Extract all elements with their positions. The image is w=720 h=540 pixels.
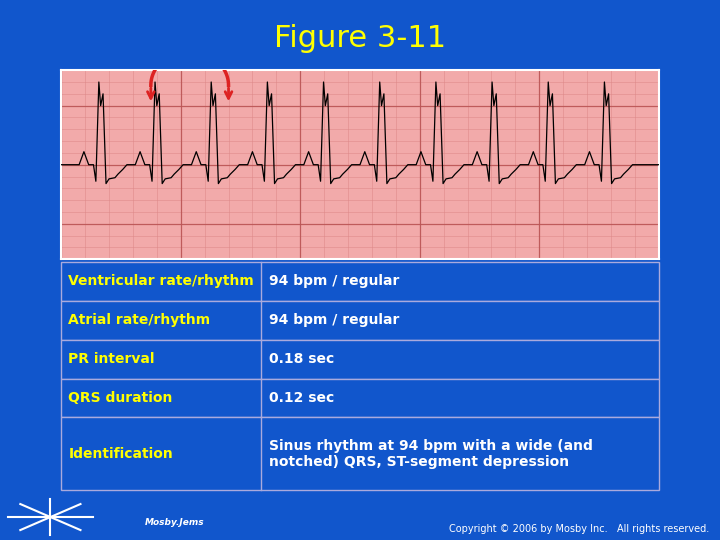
Text: QRS duration: QRS duration: [68, 391, 173, 405]
Text: 0.18 sec: 0.18 sec: [269, 352, 334, 366]
Text: Copyright © 2006 by Mosby Inc.   All rights reserved.: Copyright © 2006 by Mosby Inc. All right…: [449, 523, 709, 534]
Text: 94 bpm / regular: 94 bpm / regular: [269, 274, 399, 288]
Text: PR interval: PR interval: [68, 352, 155, 366]
Text: Mosby.Jems: Mosby.Jems: [145, 518, 204, 527]
Text: Ventricular rate/rhythm: Ventricular rate/rhythm: [68, 274, 254, 288]
Text: 94 bpm / regular: 94 bpm / regular: [269, 313, 399, 327]
Text: Identification: Identification: [68, 447, 173, 461]
Text: Sinus rhythm at 94 bpm with a wide (and
notched) QRS, ST-segment depression: Sinus rhythm at 94 bpm with a wide (and …: [269, 439, 593, 469]
Text: Figure 3-11: Figure 3-11: [274, 24, 446, 53]
Text: Atrial rate/rhythm: Atrial rate/rhythm: [68, 313, 210, 327]
Text: 0.12 sec: 0.12 sec: [269, 391, 334, 405]
